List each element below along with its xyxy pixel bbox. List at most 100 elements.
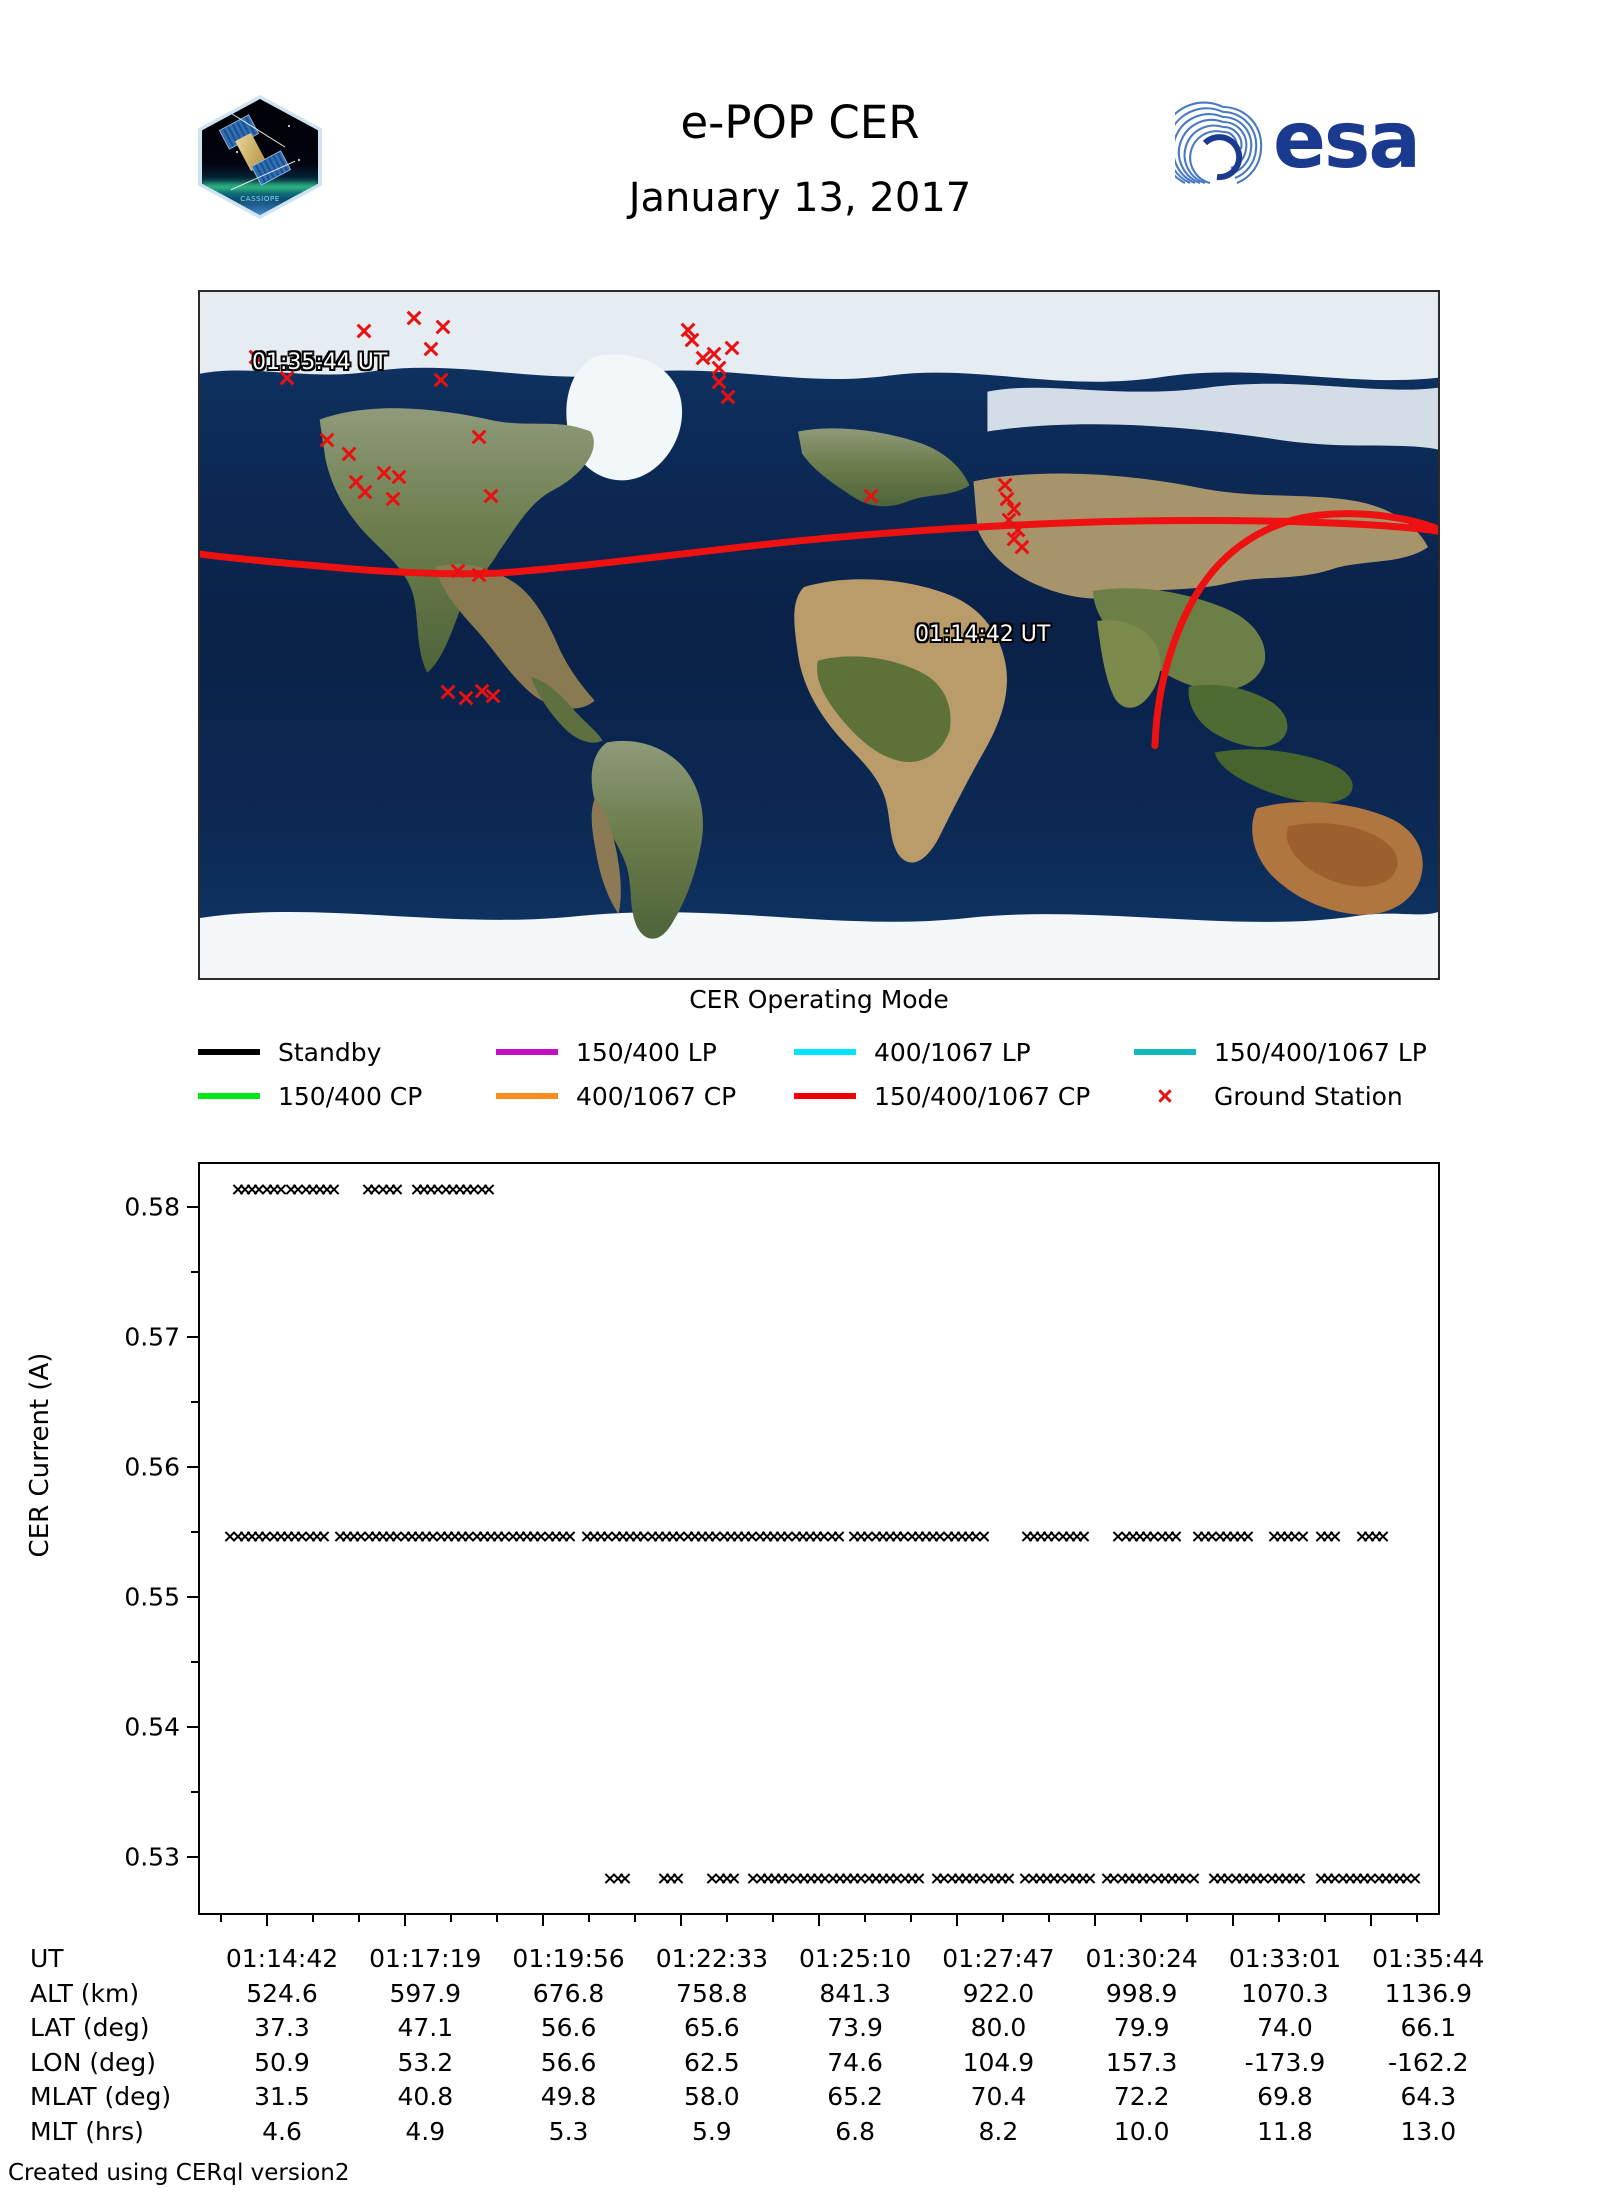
legend-row: 150/400 CP 400/1067 CP 150/400/1067 CP Grou… (198, 1074, 1440, 1118)
table-cell: -173.9 (1244, 2047, 1326, 2077)
table-cell: 676.8 (532, 1978, 605, 2008)
data-point (977, 1530, 990, 1543)
table-cell: 70.4 (970, 2082, 1027, 2111)
table-cell: 72.2 (1113, 2082, 1170, 2111)
legend-label: 150/400 CP (278, 1081, 423, 1111)
legend-item[interactable]: 150/400/1067 LP (1134, 1038, 1440, 1067)
x-axis-tick (1094, 1915, 1096, 1926)
table-cell: 597.9 (389, 1978, 462, 2008)
table-cell: 4.9 (405, 2116, 446, 2146)
data-point (1084, 1872, 1097, 1885)
ground-track-map[interactable]: 01:35:44 UT 01:14:42 UT (198, 290, 1440, 980)
x-axis-minor-tick (450, 1915, 452, 1922)
data-point (328, 1183, 341, 1196)
x-axis-minor-tick (726, 1915, 728, 1922)
x-axis-minor-tick (312, 1915, 314, 1922)
table-cell: 31.5 (254, 2082, 310, 2111)
legend-label: 150/400/1067 CP (874, 1081, 1091, 1111)
operating-mode-legend: Standby 150/400 LP 400/1067 LP 150/400/1067… (198, 1030, 1440, 1118)
table-cell: 8.2 (978, 2116, 1019, 2146)
data-point (1377, 1530, 1390, 1543)
table-cell: 80.0 (970, 2013, 1027, 2042)
y-axis-tick (187, 1336, 198, 1339)
y-axis-minor-tick (191, 1271, 198, 1274)
table-cell: 73.9 (827, 2013, 883, 2042)
table-row: MLT (hrs) 4.6 4.9 5.3 5.9 6.8 8.2 10.0 11.8 13.0 (30, 2115, 1500, 2150)
footer-credit: Created using CERql version2 (8, 2160, 350, 2186)
table-cell: 47.1 (397, 2013, 454, 2042)
table-cell: 53.2 (397, 2047, 454, 2077)
plot-data-area (200, 1164, 1438, 1913)
y-axis-tick (187, 1466, 198, 1469)
x-axis-minor-tick (1186, 1915, 1188, 1922)
legend-color-swatch (496, 1093, 558, 1099)
x-axis-tick (1232, 1915, 1234, 1926)
table-cell: 01:14:42 (225, 1944, 339, 1973)
track-end-time-label: 01:35:44 UT (252, 350, 388, 375)
legend-item[interactable]: Ground Station (1134, 1082, 1440, 1111)
table-cell: 01:22:33 (655, 1944, 768, 1973)
x-axis-minor-tick (1324, 1915, 1326, 1922)
table-row: ALT (km) 524.6 597.9 676.8 758.8 841.3 922.0 99… (30, 1977, 1500, 2012)
x-axis-minor-tick (220, 1915, 222, 1922)
x-axis-minor-tick (864, 1915, 866, 1922)
track-start-time-label: 01:14:42 UT (915, 622, 1051, 647)
legend-item[interactable]: 400/1067 LP (794, 1038, 1134, 1067)
table-cell: 01:17:19 (369, 1944, 482, 1973)
data-point (832, 1530, 845, 1543)
table-cell: 13.0 (1400, 2116, 1457, 2146)
page-title: e-POP CER (680, 96, 920, 149)
legend-item[interactable]: 150/400 CP (198, 1082, 496, 1111)
data-point (618, 1872, 631, 1885)
table-cell: 6.8 (835, 2116, 875, 2146)
cassiope-mission-logo: CASSIOPE (198, 95, 322, 219)
x-axis-minor-tick (358, 1915, 360, 1922)
y-axis-minor-tick (191, 1790, 198, 1793)
legend-item[interactable]: 150/400 LP (496, 1038, 794, 1067)
ephemeris-table: UT 01:14:42 01:17:19 01:19:56 01:22:33 01:25:… (30, 1942, 1500, 2149)
table-cell: 74.6 (827, 2047, 883, 2077)
table-cell: 998.9 (1105, 1978, 1178, 2008)
data-point (564, 1530, 577, 1543)
y-axis-minor-tick (191, 1660, 198, 1663)
table-row-label: MLT (hrs) (30, 2116, 144, 2146)
legend-item[interactable]: Standby (198, 1038, 496, 1067)
legend-color-swatch (198, 1093, 260, 1099)
data-point (1242, 1530, 1255, 1543)
data-point (1170, 1530, 1183, 1543)
table-cell: 69.8 (1257, 2082, 1313, 2111)
ephemeris-data-table: UT 01:14:42 01:17:19 01:19:56 01:22:33 01:25:… (30, 1942, 1500, 2149)
table-cell: 62.5 (684, 2047, 740, 2077)
legend-label: 400/1067 LP (874, 1037, 1031, 1067)
table-row: MLAT (deg) 31.5 40.8 49.8 58.0 65.2 70.4 72.2 69… (30, 2080, 1500, 2115)
y-axis-tick (187, 1206, 198, 1209)
logo-hex-inner: CASSIOPE (202, 99, 318, 215)
legend-item[interactable]: 400/1067 CP (496, 1082, 794, 1111)
table-cell: 1136.9 (1384, 1978, 1473, 2008)
legend-label: 150/400 LP (576, 1037, 717, 1067)
esa-logo: esa (1175, 95, 1465, 190)
table-cell: 49.8 (540, 2082, 597, 2111)
data-point (482, 1183, 495, 1196)
table-cell: 922.0 (962, 1978, 1035, 2008)
x-axis-minor-tick (634, 1915, 636, 1922)
table-cell: 01:35:44 (1372, 1944, 1485, 1973)
table-cell: 01:27:47 (942, 1944, 1055, 1973)
table-cell: 65.2 (827, 2082, 883, 2111)
table-row: UT 01:14:42 01:17:19 01:19:56 01:22:33 01:25:… (30, 1942, 1500, 1977)
legend-color-swatch (198, 1049, 260, 1055)
table-cell: 56.6 (540, 2047, 597, 2077)
ground-station-icon (1134, 1086, 1196, 1106)
legend-label: 150/400/1067 LP (1214, 1037, 1427, 1067)
cer-current-plot[interactable] (198, 1162, 1440, 1915)
table-row-label: LON (deg) (30, 2047, 156, 2077)
table-row-label: ALT (km) (30, 1978, 140, 2008)
legend-label: Standby (278, 1037, 382, 1067)
table-cell: 65.6 (684, 2013, 740, 2042)
table-row: LON (deg) 50.9 53.2 56.6 62.5 74.6 104.9 157.3 -… (30, 2046, 1500, 2081)
legend-title: CER Operating Mode (689, 985, 949, 1014)
table-cell: 157.3 (1105, 2047, 1178, 2077)
table-cell: 64.3 (1400, 2082, 1457, 2111)
x-axis-minor-tick (1416, 1915, 1418, 1922)
legend-item[interactable]: 150/400/1067 CP (794, 1082, 1134, 1111)
